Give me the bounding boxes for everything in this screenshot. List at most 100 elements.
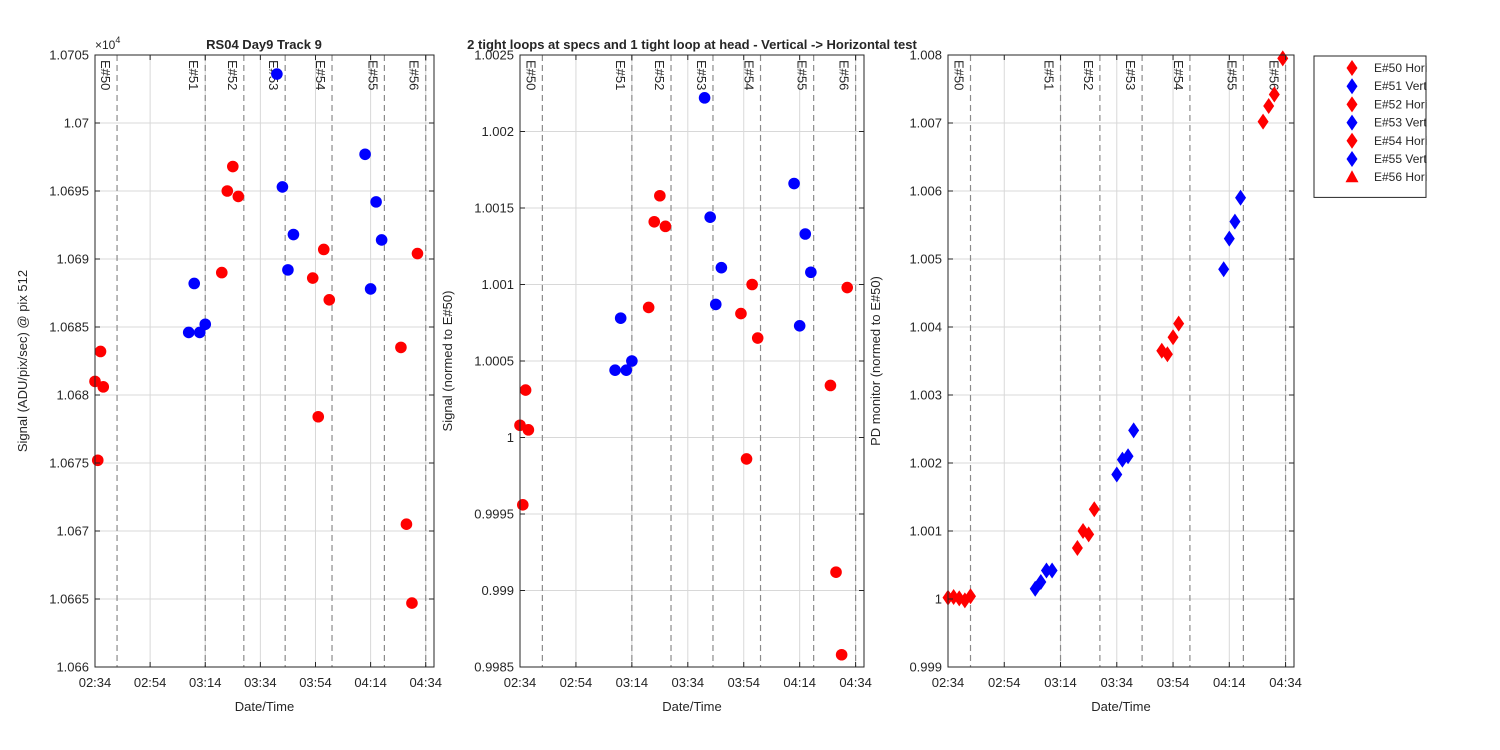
data-point xyxy=(1040,562,1052,579)
data-point xyxy=(788,177,800,190)
event-label: E#51 xyxy=(613,60,628,90)
y-exponent-label: ×104 xyxy=(95,35,120,52)
series-e-55-vert xyxy=(1218,189,1247,278)
data-point xyxy=(1088,501,1100,518)
data-point xyxy=(215,266,228,279)
x-tick-label: 02:54 xyxy=(134,675,167,690)
data-point xyxy=(94,345,107,358)
legend-label: E#55 Vert xyxy=(1374,152,1427,166)
event-label: E#56 xyxy=(1267,60,1282,90)
data-point xyxy=(364,283,377,295)
data-point xyxy=(232,190,245,203)
legend-marker xyxy=(1345,170,1359,183)
data-point xyxy=(312,410,325,423)
series-e-54 xyxy=(306,243,336,423)
x-tick-label: 02:34 xyxy=(504,675,537,690)
data-point xyxy=(751,332,764,344)
data-point xyxy=(1167,329,1179,346)
y-tick-label: 0.999 xyxy=(909,660,942,675)
y-tick-label: 1.069 xyxy=(56,252,89,267)
event-label: E#51 xyxy=(186,60,201,90)
y-tick-label: 0.999 xyxy=(481,583,514,598)
x-tick-label: 02:34 xyxy=(79,675,112,690)
legend-label: E#50 Hori xyxy=(1374,61,1427,75)
legend-item: E#53 Vert xyxy=(1346,114,1427,131)
y-tick-label: 0.9995 xyxy=(474,507,514,522)
series-e-50 xyxy=(514,384,535,511)
x-tick-label: 02:54 xyxy=(560,675,593,690)
series-e-55 xyxy=(788,177,817,332)
data-point xyxy=(805,266,817,279)
data-point xyxy=(1083,526,1095,543)
x-tick-label: 04:14 xyxy=(783,675,816,690)
x-tick-label: 03:14 xyxy=(189,675,222,690)
data-point xyxy=(227,160,239,173)
data-point xyxy=(1263,98,1275,114)
y-tick-label: 1.007 xyxy=(909,116,942,131)
series-e-55 xyxy=(359,148,388,295)
legend-label: E#53 Vert xyxy=(1374,116,1427,130)
y-tick-label: 1.004 xyxy=(909,320,942,335)
event-label: E#56 xyxy=(407,60,422,90)
legend-item: E#51 Vert xyxy=(1346,78,1427,95)
data-point xyxy=(735,307,747,320)
y-tick-label: 1.0015 xyxy=(474,201,514,216)
y-tick-label: 1.0005 xyxy=(474,354,514,369)
data-point xyxy=(411,247,424,260)
y-tick-label: 1.067 xyxy=(56,524,89,539)
x-axis-label: Date/Time xyxy=(235,699,294,714)
data-point xyxy=(1223,230,1235,247)
x-tick-label: 04:14 xyxy=(354,675,387,690)
data-point xyxy=(91,454,104,467)
x-tick-label: 04:14 xyxy=(1213,675,1246,690)
data-point xyxy=(1111,466,1123,483)
x-tick-label: 04:34 xyxy=(1269,675,1302,690)
data-point xyxy=(1235,189,1247,206)
x-tick-label: 03:14 xyxy=(1044,675,1077,690)
legend-item: E#52 Hori xyxy=(1346,96,1427,113)
legend-box xyxy=(1313,55,1427,198)
y-tick-label: 0.9985 xyxy=(474,660,514,675)
series-e-51 xyxy=(182,277,212,339)
legend-item: E#56 Hori xyxy=(1345,170,1427,184)
y-tick-label: 1 xyxy=(935,592,942,607)
panel-1: E#50E#51E#52E#53E#54E#55E#561.0661.06651… xyxy=(15,35,442,714)
data-point xyxy=(835,648,848,661)
data-point xyxy=(188,277,201,290)
legend-label: E#51 Vert xyxy=(1374,79,1427,93)
axes-frame xyxy=(947,54,1295,668)
data-point xyxy=(317,243,330,256)
x-tick-label: 03:34 xyxy=(672,675,705,690)
series-e-54-hori xyxy=(1156,315,1185,363)
data-point xyxy=(193,326,206,339)
legend-label: E#54 Hori xyxy=(1374,134,1427,148)
event-label: E#50 xyxy=(98,60,113,90)
y-tick-label: 1.0705 xyxy=(49,48,89,63)
series-e-56-hori xyxy=(1257,50,1289,130)
series-e-53-vert xyxy=(1111,422,1140,483)
legend-item: E#55 Vert xyxy=(1346,151,1427,167)
series-e-54 xyxy=(735,278,764,465)
middle-chart-title: 2 tight loops at specs and 1 tight loop … xyxy=(467,37,917,52)
data-point xyxy=(740,453,753,465)
y-axis-label: Signal (normed to E#50) xyxy=(440,291,455,432)
event-label: E#54 xyxy=(1171,60,1186,90)
y-tick-label: 1.066 xyxy=(56,660,89,675)
x-tick-label: 02:34 xyxy=(932,675,965,690)
data-point xyxy=(1071,540,1083,556)
data-point xyxy=(1277,50,1289,67)
legend-marker xyxy=(1346,151,1358,167)
data-point xyxy=(519,384,532,396)
event-label: E#54 xyxy=(742,60,757,90)
y-exponent-power: 4 xyxy=(115,35,120,45)
data-point xyxy=(516,499,529,511)
y-tick-label: 1.002 xyxy=(481,124,514,139)
x-tick-label: 04:34 xyxy=(409,675,442,690)
y-tick-label: 1.068 xyxy=(56,388,89,403)
data-point xyxy=(522,424,535,436)
series-e-52 xyxy=(642,189,672,314)
data-point xyxy=(359,148,371,161)
data-point xyxy=(799,228,812,240)
legend-marker xyxy=(1346,78,1358,95)
